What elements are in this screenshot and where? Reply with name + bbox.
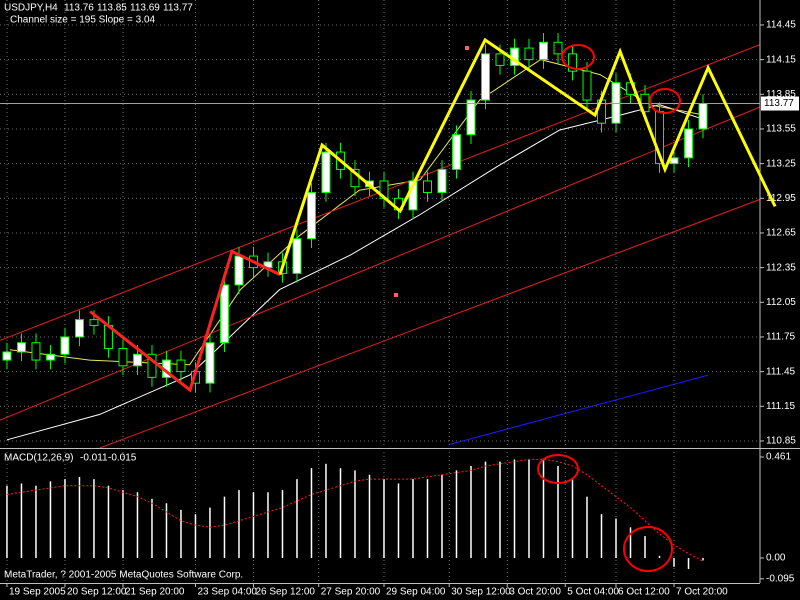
x-tick-label: 30 Sep 12:00: [451, 587, 511, 598]
plot-area: [0, 0, 761, 583]
zigzag-line: [89, 249, 281, 393]
candle-body: [423, 180, 432, 194]
y-tick-label: 112.05: [766, 297, 796, 308]
y-tick-label: 114.15: [766, 54, 796, 65]
macd-y-tick-label: -0.095: [766, 573, 795, 584]
candle-body: [132, 353, 142, 367]
candle-body: [539, 41, 548, 61]
y-tick-label: 111.15: [766, 401, 796, 412]
macd-signal-value: -0.015: [108, 453, 137, 464]
indicator-line: [449, 374, 709, 445]
candle-body: [60, 336, 70, 355]
x-tick-label: 26 Sep 12:00: [255, 587, 315, 598]
header-high: 113.85: [97, 3, 127, 14]
channel-anchor: [394, 293, 398, 297]
highlight-circle: [537, 454, 579, 484]
candle-body: [611, 82, 621, 124]
indicator-line: [99, 198, 761, 449]
candle-body: [582, 70, 592, 101]
y-tick-label: 111.75: [766, 332, 796, 343]
candle-body: [495, 53, 505, 66]
indicator-line: [0, 106, 761, 421]
candle-body: [684, 128, 693, 159]
candle-body: [89, 319, 99, 326]
x-tick-label: 3 Oct 20:00: [509, 587, 561, 598]
x-tick-label: 7 Oct 20:00: [676, 587, 728, 598]
x-tick-label: 27 Sep 20:00: [321, 587, 381, 598]
candle-body: [16, 342, 26, 353]
candle-body: [118, 348, 128, 367]
candle-body: [176, 359, 186, 373]
candle-body: [147, 353, 157, 378]
candle-body: [568, 53, 577, 72]
header-open: 113.76: [64, 3, 94, 14]
candle-body: [466, 99, 476, 136]
channel-anchor: [465, 46, 469, 50]
candle-body: [31, 342, 41, 361]
subtitle: Channel size = 195 Slope = 3.04: [10, 15, 156, 26]
y-tick-label: 111.45: [766, 366, 796, 377]
candle-body: [234, 255, 244, 286]
macd-main-value: -0.011: [80, 453, 108, 464]
footer: MetaTrader, ? 2001-2005 MetaQuotes Softw…: [4, 570, 243, 581]
y-tick-label: 112.95: [766, 193, 796, 204]
candle-body: [74, 319, 84, 338]
y-tick-label: 113.25: [766, 158, 796, 169]
macd-y-tick-label: 0.00: [766, 553, 786, 564]
macd-title: MACD(12,26,9): [4, 453, 73, 464]
candle-body: [452, 134, 461, 170]
highlight-circle: [623, 526, 673, 572]
y-tick-label: 110.85: [766, 436, 796, 447]
candle-body: [2, 351, 12, 361]
y-tick-label: 112.65: [766, 228, 796, 239]
macd-signal: [6, 458, 704, 562]
candle-body: [437, 168, 447, 194]
highlight-circle: [561, 44, 595, 70]
last-price-box: [761, 96, 799, 111]
last-price-label: 113.77: [764, 98, 794, 109]
zigzag-line: [278, 37, 777, 276]
x-tick-label: 29 Sep 04:00: [386, 587, 446, 598]
header-low: 113.69: [130, 3, 160, 14]
candle-body: [321, 151, 331, 194]
x-tick-label: 23 Sep 04:00: [197, 587, 257, 598]
candle-body: [698, 103, 708, 130]
candle-body: [524, 47, 534, 61]
candle-body: [45, 353, 55, 361]
header-close: 113.77: [163, 3, 193, 14]
y-tick-label: 113.55: [766, 124, 796, 135]
candle-body: [481, 53, 490, 101]
y-tick-label: 113.85: [766, 89, 796, 100]
candle-body: [292, 238, 302, 274]
x-tick-label: 19 Sep 2005: [9, 587, 66, 598]
x-tick-label: 5 Oct 04:00: [567, 587, 619, 598]
y-tick-label: 114.45: [766, 20, 796, 31]
macd-y-tick-label: 0.461: [766, 452, 791, 463]
candle-body: [219, 284, 229, 344]
candle-body: [306, 192, 316, 240]
candle-body: [553, 41, 563, 55]
candle-body: [205, 342, 215, 384]
x-tick-label: 21 Sep 20:00: [125, 587, 185, 598]
candle-body: [669, 157, 679, 165]
highlight-circle: [649, 88, 681, 114]
symbol-title: USDJPY,H4: [4, 3, 58, 14]
x-tick-label: 6 Oct 12:00: [618, 587, 670, 598]
x-tick-label: 20 Sep 12:00: [67, 587, 127, 598]
indicator-line: [6, 104, 705, 441]
y-tick-label: 112.35: [766, 262, 796, 273]
